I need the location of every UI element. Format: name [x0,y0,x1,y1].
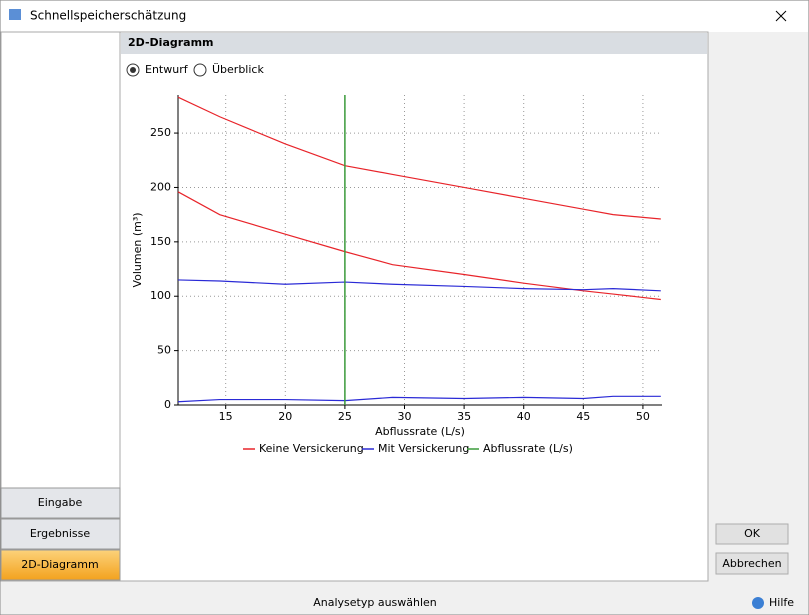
y-tick-label: 250 [150,126,171,139]
nav-button[interactable] [0,549,121,581]
ok-button[interactable] [715,523,789,545]
series-line [177,279,661,292]
legend-label: Mit Versickerung [378,442,469,455]
x-tick-label: 15 [219,410,233,423]
nav-label: Eingabe [38,496,83,509]
nav-button[interactable] [0,518,121,550]
legend-label: Abflussrate (L/s) [483,442,573,455]
help-label[interactable]: Hilfe [769,596,794,609]
help-icon[interactable] [752,597,764,609]
nav-label: Ergebnisse [30,527,91,540]
x-tick-label: 20 [278,410,292,423]
x-tick-label: 45 [576,410,590,423]
y-axis-label: Volumen (m³) [131,212,144,287]
y-tick-label: 50 [157,344,171,357]
radio-label: Überblick [212,63,264,76]
nav-label: 2D-Diagramm [21,558,98,571]
legend-label: Keine Versickerung [259,442,364,455]
radio[interactable] [193,63,207,77]
status-text: Analysetyp auswählen [313,596,437,609]
x-tick-label: 25 [338,410,352,423]
radio-dot [130,67,136,73]
x-tick-label: 40 [517,410,531,423]
series-line [177,96,661,220]
panel-header [121,33,707,54]
cancel-button[interactable] [715,552,789,575]
series-line [177,395,661,403]
close-button[interactable] [775,10,787,22]
app-icon [9,9,21,20]
ok-label: OK [744,527,761,540]
y-tick-label: 100 [150,289,171,302]
y-tick-label: 0 [164,398,171,411]
radio-label: Entwurf [145,63,189,76]
series-line [177,191,661,301]
x-tick-label: 35 [457,410,471,423]
window-title: Schnellspeicherschätzung [30,9,186,23]
panel-title: 2D-Diagramm [128,36,214,49]
y-tick-label: 150 [150,235,171,248]
nav-button[interactable] [0,487,121,519]
y-tick-label: 200 [150,180,171,193]
title-bar [1,1,808,32]
x-tick-label: 30 [398,410,412,423]
x-axis-label: Abflussrate (L/s) [375,425,465,438]
x-tick-label: 50 [636,410,650,423]
content-panel [119,31,709,582]
cancel-label: Abbrechen [722,557,781,570]
